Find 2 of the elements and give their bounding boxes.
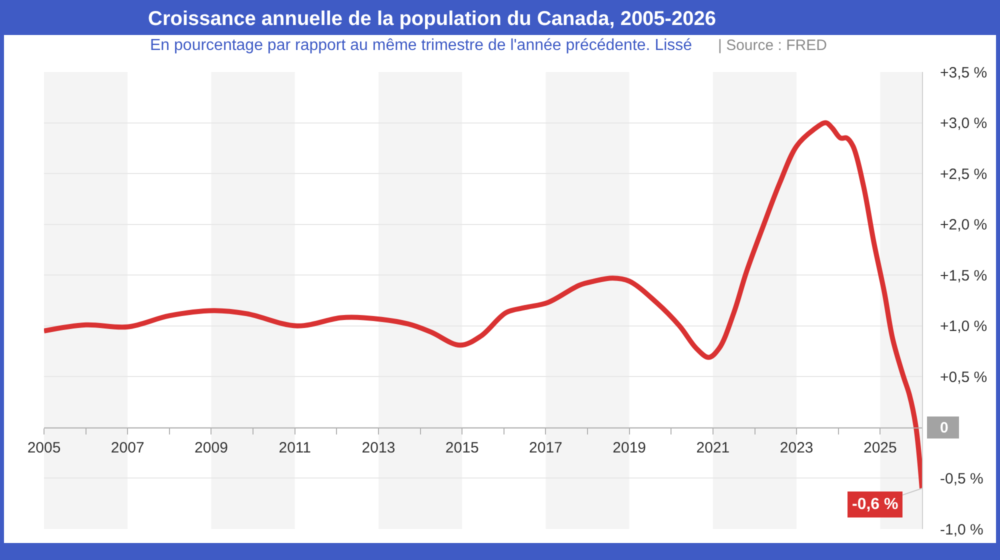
x-tick-label: 2007 [110,439,144,456]
x-tick-label: 2005 [27,439,61,456]
